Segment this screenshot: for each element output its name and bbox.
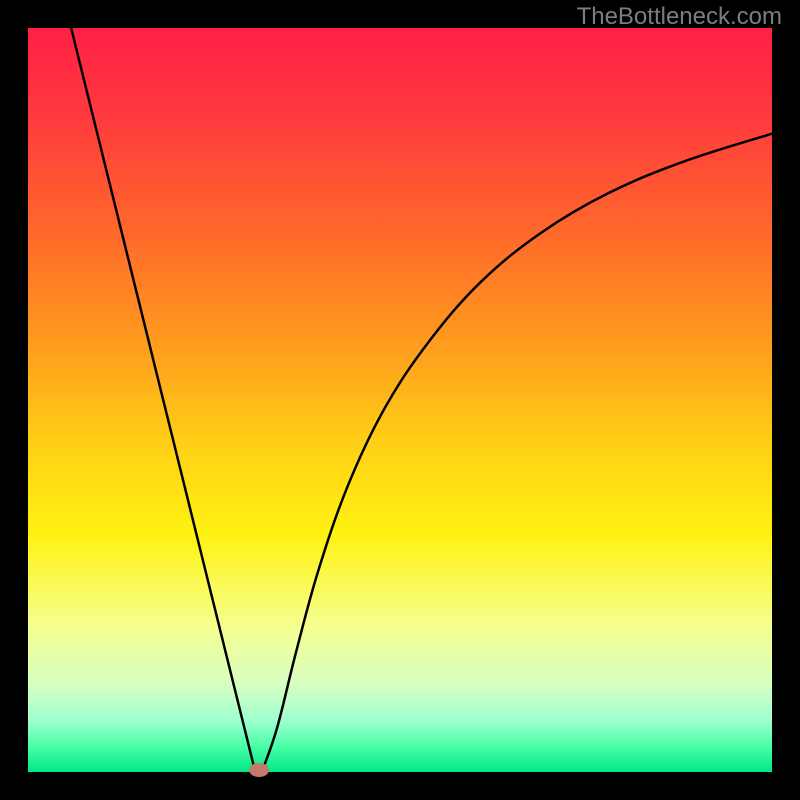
watermark-text: TheBottleneck.com (577, 3, 782, 31)
chart-frame: TheBottleneck.com (0, 0, 800, 800)
plot-background (28, 28, 772, 772)
minimum-marker (249, 763, 269, 777)
plot-svg (28, 28, 772, 772)
plot-area (28, 28, 772, 772)
